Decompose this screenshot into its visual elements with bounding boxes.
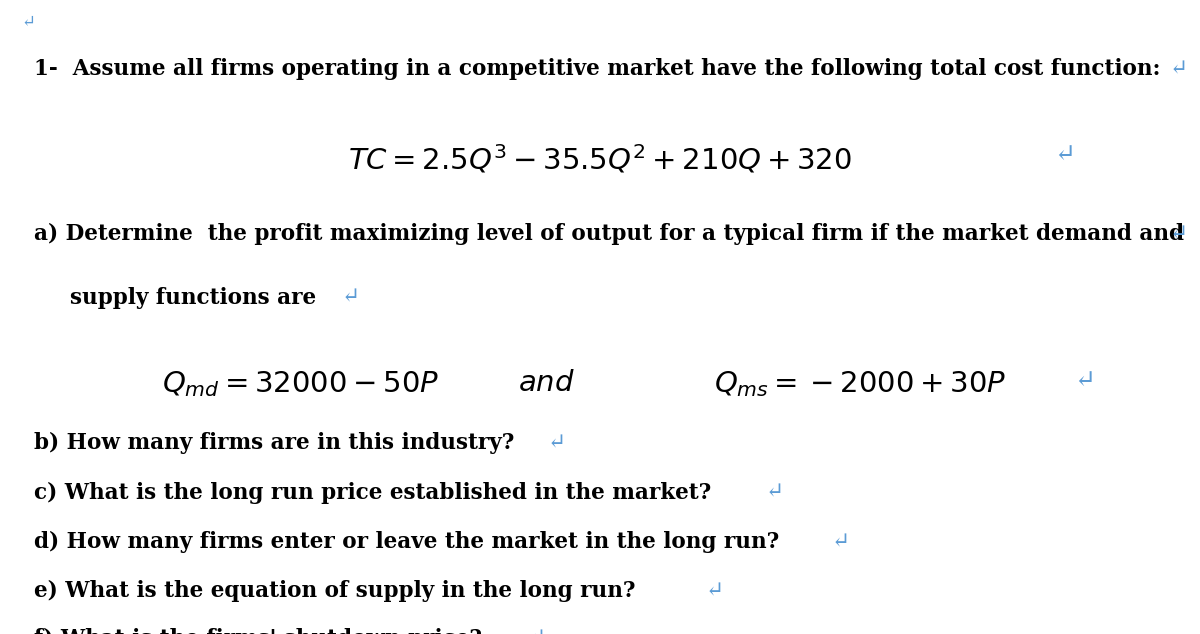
Text: ↵: ↵ [22,14,36,31]
Text: ↵: ↵ [832,531,850,553]
Text: ↵: ↵ [342,287,360,309]
Text: e) What is the equation of supply in the long run?: e) What is the equation of supply in the… [34,580,635,602]
Text: ↵: ↵ [1074,369,1096,392]
Text: $\mathbf{\mathit{Q_{ms} = -2000 + 30P}}$: $\mathbf{\mathit{Q_{ms} = -2000 + 30P}}$ [714,369,1006,399]
Text: a) Determine  the profit maximizing level of output for a typical firm if the ma: a) Determine the profit maximizing level… [34,223,1183,245]
Text: ↵: ↵ [706,580,724,602]
Text: ↵: ↵ [1170,58,1188,81]
Text: ↵: ↵ [528,628,546,634]
Text: $\mathbf{\mathit{Q_{md} = 32000 - 50P}}$: $\mathbf{\mathit{Q_{md} = 32000 - 50P}}$ [162,369,439,399]
Text: b) How many firms are in this industry?: b) How many firms are in this industry? [34,432,514,455]
Text: ↵: ↵ [547,432,565,455]
Text: 1-  Assume all firms operating in a competitive market have the following total : 1- Assume all firms operating in a compe… [34,58,1084,81]
Text: supply functions are: supply functions are [70,287,316,309]
Text: $\mathit{and}$: $\mathit{and}$ [517,369,575,397]
Text: c) What is the long run price established in the market?: c) What is the long run price establishe… [34,482,710,504]
Text: d) How many firms enter or leave the market in the long run?: d) How many firms enter or leave the mar… [34,531,779,553]
Text: f) What is the firms' shutdown price?: f) What is the firms' shutdown price? [34,628,481,634]
Text: $\mathbf{\mathit{TC = 2.5Q^3 - 35.5Q^2 + 210Q + 320}}$: $\mathbf{\mathit{TC = 2.5Q^3 - 35.5Q^2 +… [348,143,852,176]
Text: ↵: ↵ [1170,223,1188,245]
Text: ↵: ↵ [766,482,784,504]
Text: 1-  Assume all firms operating in a competitive market have the following total : 1- Assume all firms operating in a compe… [34,58,1160,81]
Text: ↵: ↵ [1054,143,1075,165]
